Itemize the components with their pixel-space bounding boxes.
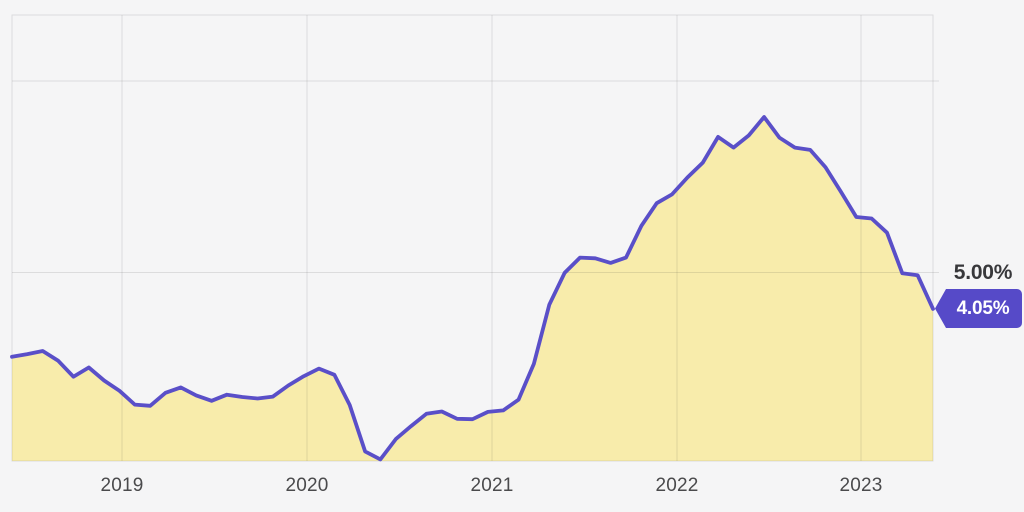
- x-tick-label: 2019: [100, 475, 144, 496]
- plot-frame: [11, 14, 934, 462]
- inflation-line: [10, 115, 935, 462]
- x-tick-label: 2022: [655, 475, 699, 496]
- x-tick-label: 2023: [839, 475, 883, 496]
- x-tick-label: 2020: [285, 475, 329, 496]
- current-value-text: 4.05%: [956, 298, 1010, 319]
- y-axis-gridline-label: 5.00%: [953, 261, 1013, 284]
- current-value-badge: 4.05%: [935, 289, 1022, 328]
- gridlines: [12, 15, 939, 461]
- x-tick-label: 2021: [470, 475, 514, 496]
- area-fill: [12, 117, 933, 461]
